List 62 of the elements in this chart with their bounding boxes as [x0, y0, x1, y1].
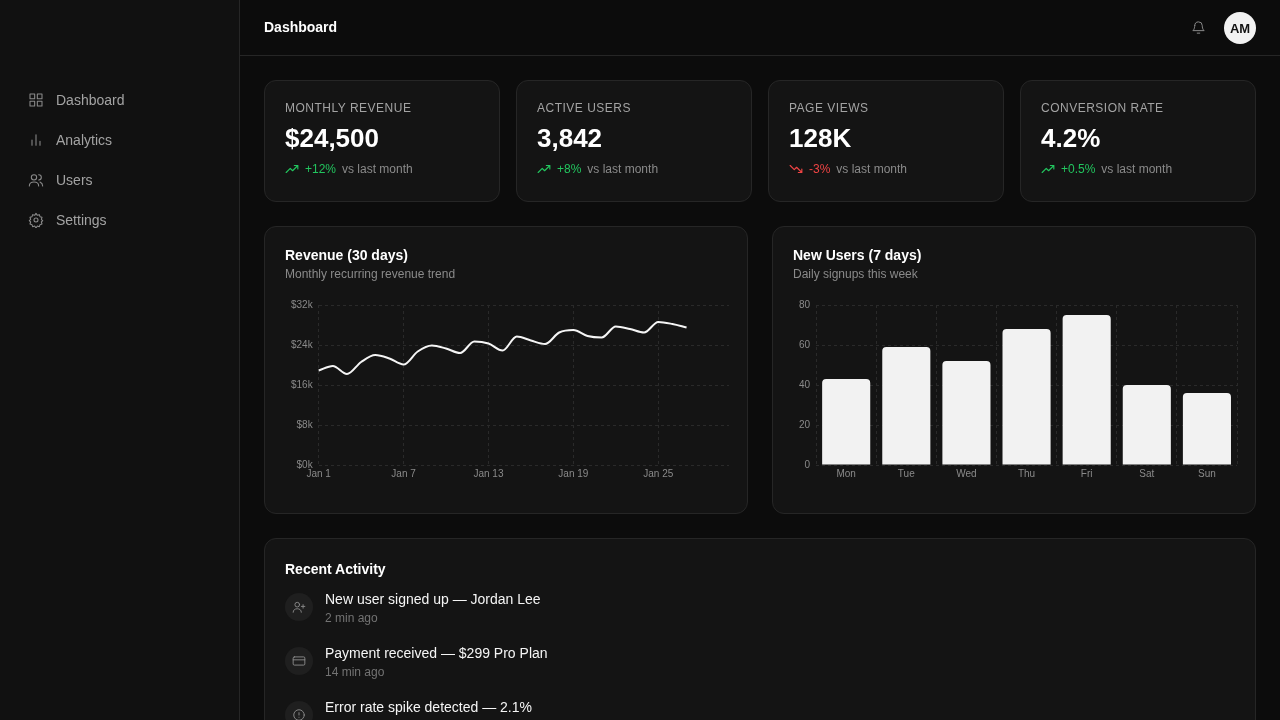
text: Recent Activity: [285, 561, 387, 577]
text: +0.5%: [1061, 162, 1096, 176]
bar: [822, 379, 871, 465]
text: Dashboard: [264, 19, 338, 35]
bar: [882, 347, 931, 465]
y-tick-label: $0k: [296, 458, 314, 470]
text: PAGE VIEWS: [789, 101, 870, 115]
text: 3,842: [537, 123, 604, 154]
text: MONTHLY REVENUE: [285, 101, 413, 115]
text: Dashboard: [56, 92, 125, 108]
y-tick-label: $24k: [291, 338, 314, 350]
chart-subtitle: Daily signups this week: [793, 267, 919, 281]
x-tick-label: Mon: [836, 467, 856, 479]
text: ACTIVE USERS: [537, 101, 633, 115]
y-tick-label: 80: [799, 298, 811, 310]
x-tick-label: Sun: [1198, 467, 1216, 479]
x-tick-label: Jan 1: [306, 467, 332, 479]
text: $24,500: [285, 123, 380, 154]
bar: [1062, 315, 1111, 465]
x-tick-label: Tue: [897, 467, 916, 479]
bar: [1182, 393, 1231, 465]
line-series: [317, 321, 688, 375]
x-tick-label: Jan 13: [473, 467, 504, 479]
y-tick-label: 0: [804, 458, 811, 470]
text: Users: [56, 172, 93, 188]
text: New user signed up — Jordan Lee: [325, 591, 541, 607]
text: Error rate spike detected — 2.1%: [325, 699, 532, 715]
x-tick-label: Thu: [1017, 467, 1036, 479]
bar: [1002, 329, 1051, 465]
text: CONVERSION RATE: [1041, 101, 1165, 115]
y-tick-label: 40: [799, 378, 811, 390]
text: vs last month: [1101, 162, 1173, 176]
text: +8%: [557, 162, 582, 176]
x-tick-label: Sat: [1139, 467, 1155, 479]
x-tick-label: Jan 25: [643, 467, 674, 479]
x-tick-label: Wed: [956, 467, 977, 479]
x-tick-label: Jan 19: [558, 467, 589, 479]
text: vs last month: [587, 162, 659, 176]
chart-title: Revenue (30 days): [285, 247, 409, 263]
x-tick-label: Jan 7: [391, 467, 417, 479]
x-tick-label: Fri: [1080, 467, 1093, 479]
text: 14 min ago: [325, 665, 386, 679]
bar: [942, 361, 991, 465]
text: 2 min ago: [325, 611, 379, 625]
y-tick-label: 20: [799, 418, 811, 430]
text: vs last month: [342, 162, 413, 176]
bar: [1122, 385, 1171, 465]
y-tick-label: $8k: [296, 418, 314, 430]
chart-subtitle: Monthly recurring revenue trend: [285, 267, 457, 281]
text: Analytics: [56, 132, 113, 148]
text: Payment received — $299 Pro Plan: [325, 645, 548, 661]
text: Settings: [56, 212, 107, 228]
text: 4.2%: [1041, 123, 1102, 154]
chart-title: New Users (7 days): [793, 247, 923, 263]
text: vs last month: [836, 162, 908, 176]
text: -3%: [809, 162, 831, 176]
y-tick-label: 60: [799, 338, 811, 350]
text: AM: [1224, 12, 1256, 44]
text: 128K: [789, 123, 853, 154]
y-tick-label: $16k: [291, 378, 314, 390]
text: +12%: [305, 162, 337, 176]
y-tick-label: $32k: [291, 298, 314, 310]
